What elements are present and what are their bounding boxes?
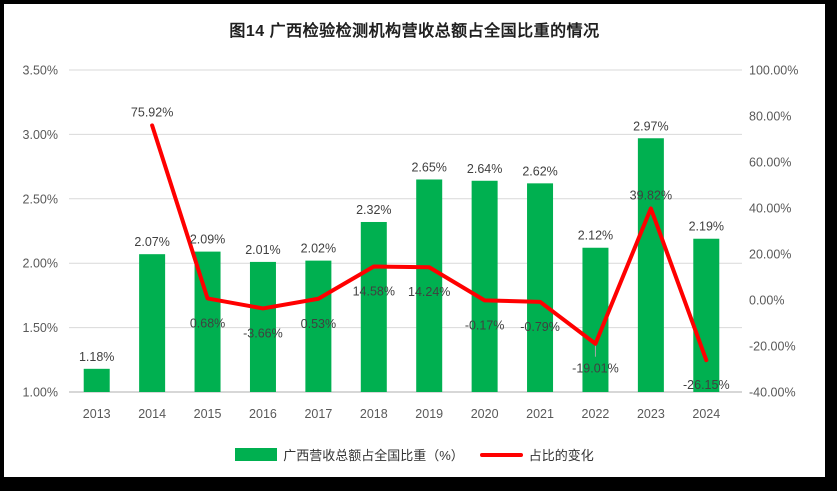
line-series-swatch-icon bbox=[479, 452, 523, 457]
line-value-label: 0.68% bbox=[190, 316, 225, 330]
right-axis-tick-label: 20.00% bbox=[749, 248, 791, 262]
x-axis-label: 2021 bbox=[526, 407, 554, 421]
bar-value-label: 2.19% bbox=[689, 220, 724, 234]
right-axis-tick-label: 100.00% bbox=[749, 64, 798, 78]
left-axis-tick-label: 1.00% bbox=[23, 386, 58, 400]
bar bbox=[360, 221, 387, 392]
bar-series-label: 广西营收总额占全国比重（%） bbox=[283, 448, 464, 463]
chart-title: 图14 广西检验检测机构营收总额占全国比重的情况 bbox=[229, 23, 600, 40]
right-axis-tick-label: -20.00% bbox=[749, 340, 796, 354]
line-value-label: -0.79% bbox=[520, 320, 560, 334]
bar-value-label: 1.18% bbox=[79, 350, 114, 364]
line-value-label: -3.66% bbox=[243, 326, 283, 340]
x-axis-label: 2023 bbox=[637, 407, 665, 421]
x-axis-label: 2024 bbox=[692, 407, 720, 421]
left-axis-tick-label: 2.00% bbox=[23, 257, 58, 271]
bar-value-label: 2.01% bbox=[245, 243, 280, 257]
x-axis-label: 2020 bbox=[471, 407, 499, 421]
left-axis-tick-label: 2.50% bbox=[23, 192, 58, 206]
x-axis-label: 2013 bbox=[83, 407, 111, 421]
line-series-label: 占比的变化 bbox=[528, 448, 594, 463]
line-value-label: 0.53% bbox=[301, 317, 336, 331]
legend: 广西营收总额占全国比重（%） 占比的变化 bbox=[4, 445, 825, 464]
line-value-label: -0.17% bbox=[465, 318, 505, 332]
line-value-label: 75.92% bbox=[131, 105, 173, 119]
bar bbox=[527, 183, 554, 392]
chart-container: 图14 广西检验检测机构营收总额占全国比重的情况 1.00% 1.50% 2.00%… bbox=[4, 4, 825, 477]
legend-item-line-series: 占比的变化 bbox=[479, 445, 594, 464]
bar-value-label: 2.32% bbox=[356, 203, 391, 217]
right-axis-tick-label: 60.00% bbox=[749, 156, 791, 170]
bar-value-label: 2.09% bbox=[190, 233, 225, 247]
bar-value-label: 2.97% bbox=[633, 119, 668, 133]
bar-value-label: 2.02% bbox=[301, 242, 336, 256]
plot-area: 1.00% 1.50% 2.00% 2.50% 3.00% 3.50% -40.00% -20… bbox=[23, 64, 799, 422]
bar bbox=[637, 138, 664, 392]
line-value-label: -19.01% bbox=[572, 362, 619, 376]
bar bbox=[249, 261, 276, 392]
line-value-label: -26.15% bbox=[683, 378, 730, 392]
bar-value-label: 2.64% bbox=[467, 162, 502, 176]
left-axis-tick-label: 3.50% bbox=[23, 64, 58, 78]
bar-series-swatch-icon bbox=[235, 448, 278, 461]
left-axis-tick-label: 3.00% bbox=[23, 128, 58, 142]
right-axis-tick-label: 0.00% bbox=[749, 294, 784, 308]
right-axis-tick-label: -40.00% bbox=[749, 386, 796, 400]
x-axis-label: 2015 bbox=[194, 407, 222, 421]
bar-value-label: 2.07% bbox=[134, 235, 169, 249]
line-value-label: 39.82% bbox=[630, 188, 672, 202]
bar bbox=[83, 368, 110, 392]
x-axis-label: 2022 bbox=[582, 407, 610, 421]
x-axis-label: 2017 bbox=[304, 407, 332, 421]
right-axis-tick-label: 80.00% bbox=[749, 110, 791, 124]
x-axis-label: 2019 bbox=[415, 407, 443, 421]
bar bbox=[693, 238, 720, 392]
legend-item-bar-series: 广西营收总额占全国比重（%） bbox=[235, 445, 464, 464]
bar-value-label: 2.65% bbox=[411, 160, 446, 174]
line-value-label: 14.24% bbox=[408, 285, 450, 299]
bar bbox=[416, 179, 443, 392]
bar-value-label: 2.62% bbox=[522, 164, 557, 178]
left-axis-tick-label: 1.50% bbox=[23, 321, 58, 335]
trend-line bbox=[150, 123, 709, 363]
bar bbox=[139, 254, 166, 392]
x-axis-label: 2018 bbox=[360, 407, 388, 421]
right-axis-tick-label: 40.00% bbox=[749, 202, 791, 216]
bar bbox=[471, 180, 498, 392]
bar-value-label: 2.12% bbox=[578, 229, 613, 243]
line-value-label: 14.58% bbox=[353, 284, 395, 298]
x-axis-label: 2016 bbox=[249, 407, 277, 421]
bar bbox=[305, 260, 332, 392]
x-axis-label: 2014 bbox=[138, 407, 166, 421]
